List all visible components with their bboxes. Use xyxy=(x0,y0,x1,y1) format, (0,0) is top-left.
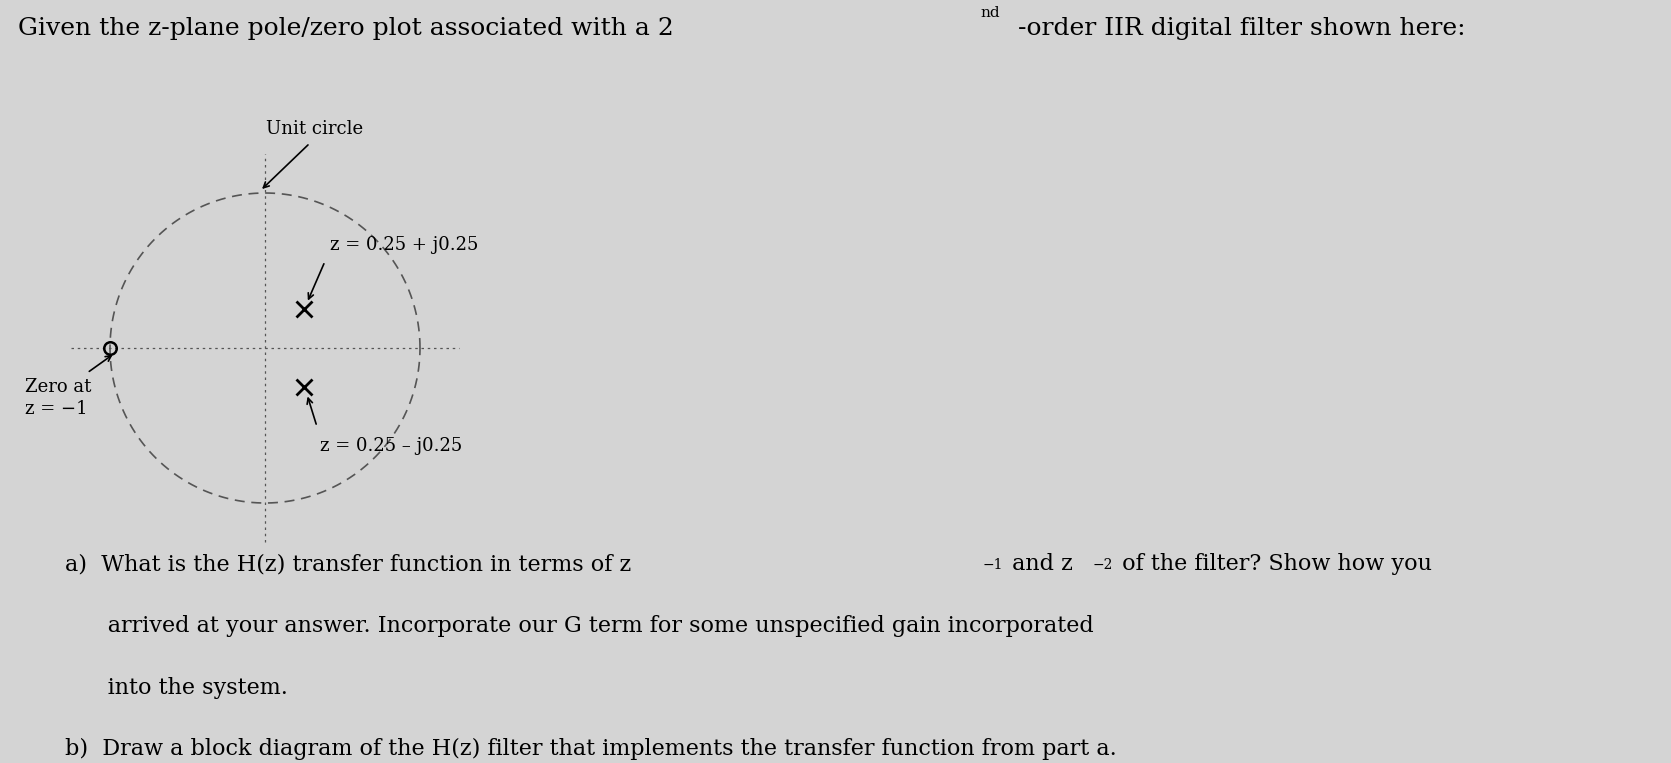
Text: Given the z-plane pole/zero plot associated with a 2: Given the z-plane pole/zero plot associa… xyxy=(18,17,673,40)
Text: nd: nd xyxy=(979,6,999,20)
Text: arrived at your answer. Incorporate our G term for some unspecified gain incorpo: arrived at your answer. Incorporate our … xyxy=(65,615,1095,637)
Text: Unit circle: Unit circle xyxy=(266,120,364,138)
Text: Zero at
z = −1: Zero at z = −1 xyxy=(25,378,92,418)
Text: of the filter? Show how you: of the filter? Show how you xyxy=(1115,553,1432,575)
Text: -order IIR digital filter shown here:: -order IIR digital filter shown here: xyxy=(1018,17,1465,40)
Text: −2: −2 xyxy=(1093,558,1113,572)
Text: and z: and z xyxy=(1004,553,1073,575)
Text: z = 0.25 + j0.25: z = 0.25 + j0.25 xyxy=(329,237,478,254)
Text: −1: −1 xyxy=(983,558,1004,572)
Text: b)  Draw a block diagram of the H(z) filter that implements the transfer functio: b) Draw a block diagram of the H(z) filt… xyxy=(65,738,1116,760)
Text: z = 0.25 – j0.25: z = 0.25 – j0.25 xyxy=(321,436,463,455)
Text: a)  What is the H(z) transfer function in terms of z: a) What is the H(z) transfer function in… xyxy=(65,553,632,575)
Text: into the system.: into the system. xyxy=(65,677,287,699)
